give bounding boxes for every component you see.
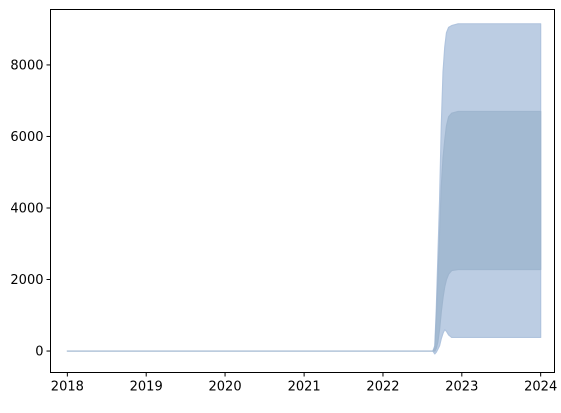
series-layer	[66, 23, 542, 355]
y-tick-label: 2000	[10, 273, 43, 288]
x-tick-label: 2024	[524, 380, 557, 395]
y-tick-label: 6000	[10, 130, 43, 145]
x-axis-ticks: 2018 2019 2020 2021 2022 2023 2024	[51, 372, 557, 395]
series-band-2	[66, 110, 542, 352]
y-tick-label: 0	[35, 345, 43, 360]
y-tick-label: 8000	[10, 58, 43, 73]
x-tick-label: 2022	[366, 380, 399, 395]
x-tick-label: 2023	[445, 380, 478, 395]
axes	[50, 9, 555, 373]
y-axis-ticks: 0 2000 4000 6000 8000	[10, 58, 51, 360]
x-tick-label: 2020	[209, 380, 242, 395]
x-tick-label: 2021	[288, 380, 321, 395]
plot-frame	[50, 9, 555, 373]
x-tick-label: 2019	[130, 380, 163, 395]
x-tick-label: 2018	[51, 380, 84, 395]
y-tick-label: 4000	[10, 201, 43, 216]
